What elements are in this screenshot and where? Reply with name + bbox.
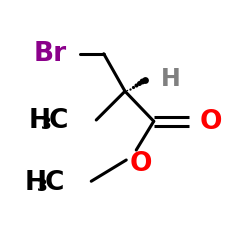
Text: C: C (48, 108, 68, 134)
Text: 3: 3 (41, 117, 52, 132)
Text: H: H (25, 170, 47, 196)
Text: H: H (161, 67, 181, 91)
Text: 3: 3 (37, 179, 48, 194)
Text: O: O (130, 151, 152, 177)
Text: C: C (44, 170, 64, 196)
Text: Br: Br (34, 41, 67, 67)
Text: H: H (29, 108, 51, 134)
Text: O: O (200, 109, 222, 135)
